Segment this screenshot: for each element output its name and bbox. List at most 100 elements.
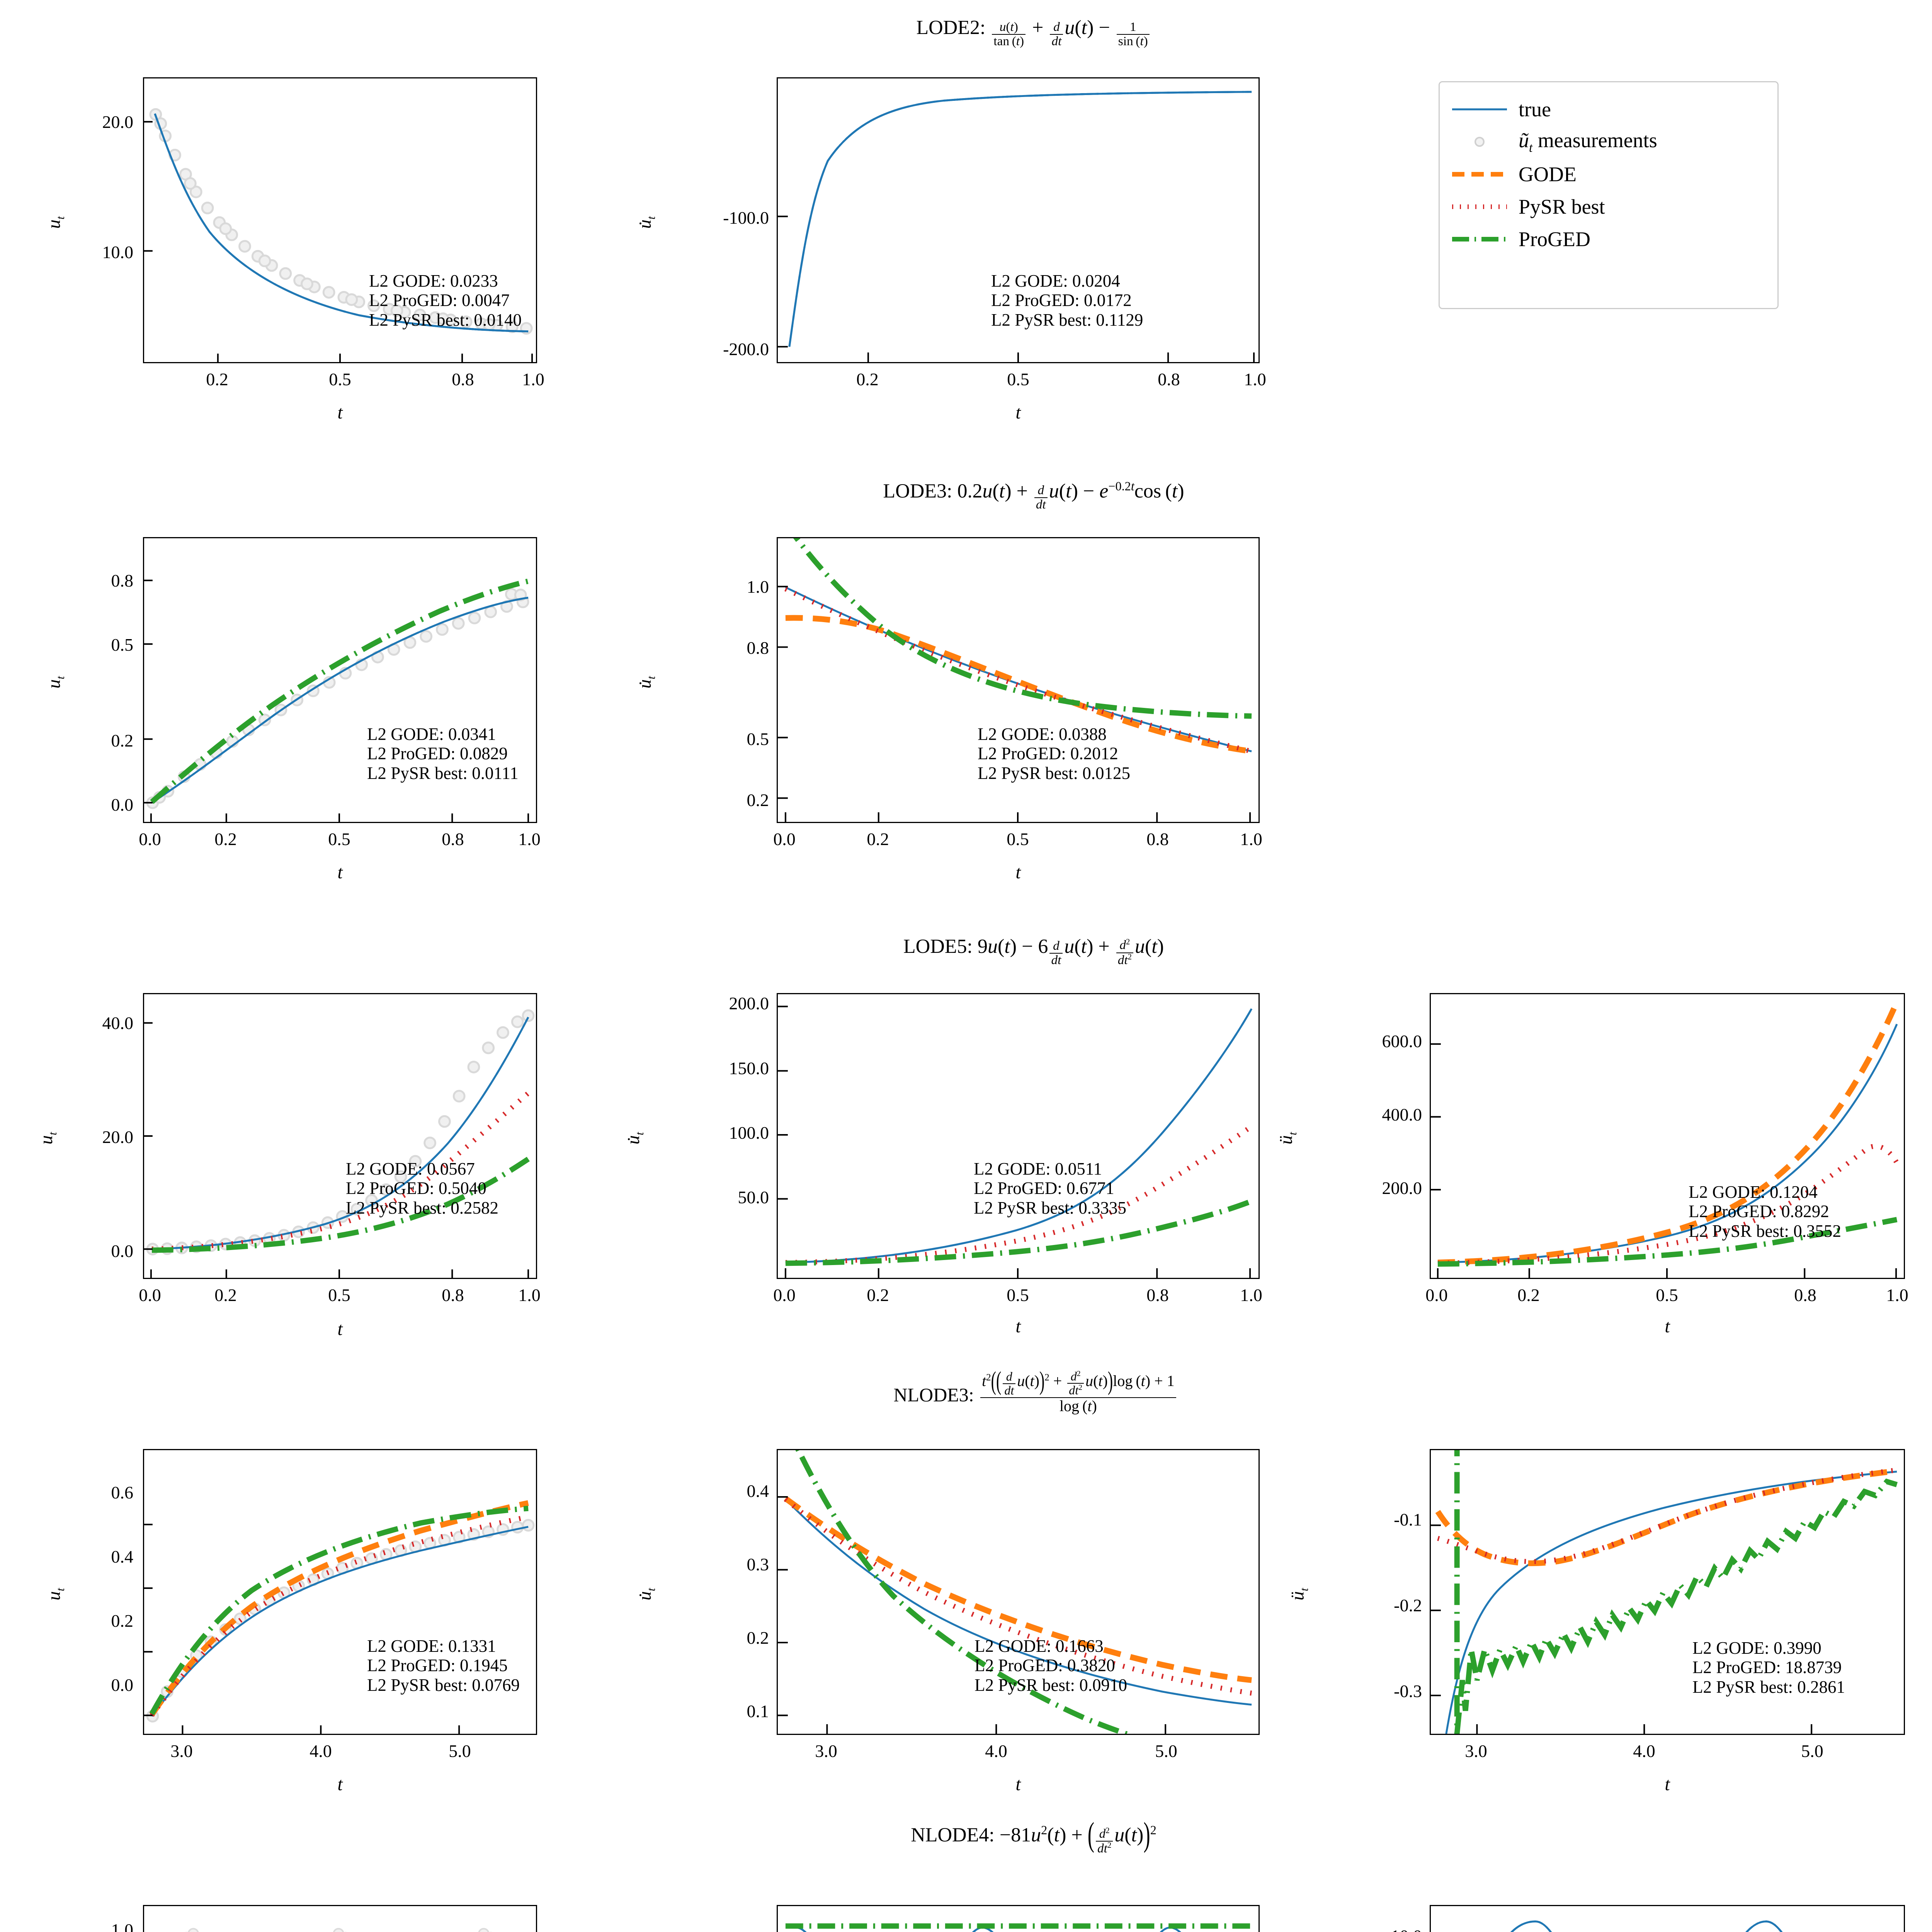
annot-line-gode: L2 GODE: 0.1204 [1689,1182,1818,1202]
annotation-r4c2: L2 GODE: 0.1663 L2 ProGED: 0.3820 L2 PyS… [975,1636,1127,1695]
legend-key-dotted-line [1451,199,1509,214]
annotation-r3c3: L2 GODE: 0.1204 L2 ProGED: 0.8292 L2 PyS… [1689,1182,1841,1241]
xtick-r2c1-1: 0.2 [214,829,237,849]
xtick-r3c2-3: 0.8 [1146,1285,1169,1305]
annot-line-pysr: L2 PySR best: 0.0910 [975,1675,1128,1695]
xtick-r4c2-1: 4.0 [985,1741,1007,1761]
annot-line-gode: L2 GODE: 0.0388 [978,724,1107,744]
xtick-r4c1-2: 5.0 [449,1741,471,1761]
legend-item-measurements[interactable]: ũt measurements [1440,126,1777,158]
ytick-r2c1-08: 0.8 [111,571,134,590]
xlabel-r2c2: t [1015,862,1021,883]
ytick-r2c1-02: 0.2 [111,731,134,750]
xtick-r4c3-1: 4.0 [1633,1741,1655,1761]
annot-line-pysr: L2 PySR best: 0.2582 [346,1198,499,1218]
annot-line-proged: L2 ProGED: 0.2012 [978,744,1118,764]
ylabel-r3c2: u̇t [623,1132,646,1145]
annot-line-proged: L2 ProGED: 0.8292 [1689,1202,1829,1221]
xtick-r4c3-2: 5.0 [1801,1741,1823,1761]
xtick-r3c2-4: 1.0 [1240,1285,1262,1305]
xtick-r4c2-0: 3.0 [815,1741,837,1761]
ytick-r4c3-m03: -0.3 [1394,1681,1422,1701]
annot-line-pysr: L2 PySR best: 0.3335 [974,1198,1127,1218]
ytick-r2c2-08: 0.8 [747,638,769,658]
annotation-r1c2: L2 GODE: 0.0204 L2 ProGED: 0.0172 L2 PyS… [991,271,1143,330]
annotation-r3c2: L2 GODE: 0.0511 L2 ProGED: 0.6771 L2 PyS… [974,1159,1126,1218]
annot-line-gode: L2 GODE: 0.0204 [991,271,1120,291]
ytick-r1c1-10: 10.0 [102,242,134,262]
xtick-r2c2-4: 1.0 [1240,829,1262,849]
annot-line-proged: L2 ProGED: 0.6771 [974,1179,1114,1198]
ytick-r3c3-400: 400.0 [1382,1105,1422,1124]
ytick-r4c3-m02: -0.2 [1394,1595,1422,1615]
xtick-r2c2-2: 0.5 [1007,829,1029,849]
ytick-r2c2-05: 0.5 [747,729,769,749]
xlabel-r3c2: t [1015,1316,1021,1337]
ytick-r5c1-10: 1.0 [111,1920,134,1932]
xtick-r3c1-3: 0.8 [442,1285,464,1305]
xtick-r3c2-2: 0.5 [1007,1285,1029,1305]
xtick-r3c2-1: 0.2 [867,1285,889,1305]
annot-line-proged: L2 ProGED: 18.8739 [1692,1658,1842,1677]
axes-r5c3 [1430,1905,1905,1932]
axes-r3c2 [777,993,1260,1279]
annot-line-proged: L2 ProGED: 0.5040 [346,1179,486,1198]
xtick-r2c2-3: 0.8 [1146,829,1169,849]
annot-line-gode: L2 GODE: 0.0233 [369,271,498,291]
axes-r5c2 [777,1905,1260,1932]
xlabel-r4c1: t [337,1774,343,1794]
ytick-r2c2-10: 1.0 [747,577,769,597]
ytick-r4c1-06: 0.6 [111,1483,134,1502]
ytick-r2c1-00: 0.0 [111,795,134,815]
axes-r4c2 [777,1449,1260,1735]
xtick-r1c1-0: 0.2 [206,369,228,389]
legend-item-proged[interactable]: ProGED [1440,223,1777,255]
axes-r1c2 [777,77,1260,363]
ytick-r3c3-600: 600.0 [1382,1031,1422,1051]
annot-line-gode: L2 GODE: 0.3990 [1692,1638,1821,1658]
ytick-r1c1-20: 20.0 [102,112,134,132]
ylabel-r1c2: u̇t [634,216,658,229]
ytick-r1c2-m100: -100.0 [723,208,769,228]
ytick-r4c2-04: 0.4 [747,1481,769,1501]
xlabel-r3c1: t [337,1319,343,1339]
xtick-r1c2-0: 0.2 [856,369,879,389]
xtick-r2c1-3: 0.8 [442,829,464,849]
xlabel-r4c3: t [1665,1774,1670,1794]
ytick-r5c3-10: 10.0 [1296,1926,1422,1932]
xtick-r1c1-2: 0.8 [452,369,474,389]
legend-item-true[interactable]: true [1440,93,1777,126]
legend-label-measurements: ũt measurements [1519,129,1657,155]
row-title-lode5: LODE5: 9u(t) − 6 d dt u(t) + d2 dt2 u(t) [903,935,1164,967]
annot-line-proged: L2 ProGED: 0.3820 [975,1656,1115,1675]
legend-key-marker-circle [1451,134,1509,150]
ytick-r2c2-02: 0.2 [747,790,769,810]
ytick-r4c1-04: 0.4 [111,1547,134,1566]
ytick-r3c2-150: 150.0 [729,1058,769,1078]
legend-item-gode[interactable]: GODE [1440,158,1777,190]
annotation-r4c1: L2 GODE: 0.1331 L2 ProGED: 0.1945 L2 PyS… [367,1636,520,1695]
legend-key-dashdot-line [1451,231,1509,247]
axes-r3c3 [1430,993,1905,1279]
annot-line-pysr: L2 PySR best: 0.0140 [369,310,522,330]
annot-line-gode: L2 GODE: 0.0511 [974,1159,1102,1179]
annotation-r2c2: L2 GODE: 0.0388 L2 ProGED: 0.2012 L2 PyS… [978,724,1130,783]
ytick-r4c3-m01: -0.1 [1394,1510,1422,1529]
ytick-r3c2-100: 100.0 [729,1123,769,1143]
annot-line-pysr: L2 PySR best: 0.0125 [978,763,1131,783]
annot-line-gode: L2 GODE: 0.0567 [346,1159,475,1179]
xtick-r3c1-4: 1.0 [518,1285,541,1305]
ytick-r3c1-20: 20.0 [102,1127,134,1147]
xtick-r2c1-2: 0.5 [328,829,350,849]
ylabel-r1c1: ut [44,216,67,229]
ytick-r3c1-00: 0.0 [111,1241,134,1261]
annot-line-proged: L2 ProGED: 0.0047 [369,291,510,310]
annot-line-proged: L2 ProGED: 0.0172 [991,291,1132,310]
xtick-r1c2-3: 1.0 [1244,369,1266,389]
annot-line-proged: L2 ProGED: 0.1945 [367,1656,508,1675]
ytick-r4c1-00: 0.0 [111,1675,134,1695]
legend-item-pysr[interactable]: PySR best [1440,190,1777,223]
ytick-r4c1-02: 0.2 [111,1611,134,1631]
xtick-r3c3-1: 0.2 [1517,1285,1540,1305]
